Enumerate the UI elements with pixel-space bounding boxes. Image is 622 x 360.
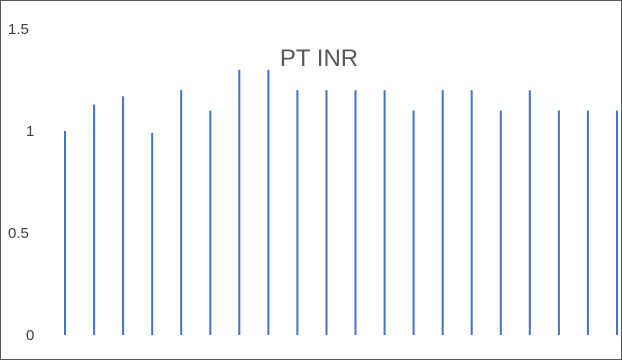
y-tick-label: 1 <box>26 123 34 140</box>
bar <box>470 90 473 335</box>
bar <box>180 90 183 335</box>
bar <box>267 69 270 336</box>
bar <box>499 110 502 335</box>
bar <box>557 110 560 335</box>
bar <box>528 90 531 335</box>
chart-title: PT INR <box>280 45 358 72</box>
bar <box>93 104 96 335</box>
bar <box>238 69 241 336</box>
y-tick-label: 0 <box>26 327 34 344</box>
bar <box>412 110 415 335</box>
bar <box>64 131 66 335</box>
bar <box>325 90 328 335</box>
bar <box>209 110 212 335</box>
bar <box>586 110 589 335</box>
y-tick-label: 0.5 <box>8 225 29 242</box>
bar <box>354 90 357 335</box>
y-tick-label: 1.5 <box>8 21 29 38</box>
bar <box>441 90 444 335</box>
bar <box>122 96 125 335</box>
bar-series <box>64 69 618 336</box>
y-axis-tick-labels: 0 0.5 1 1.5 <box>8 21 34 344</box>
bar <box>296 90 299 335</box>
bar <box>383 90 386 335</box>
bar <box>151 133 154 335</box>
bar <box>616 110 618 335</box>
